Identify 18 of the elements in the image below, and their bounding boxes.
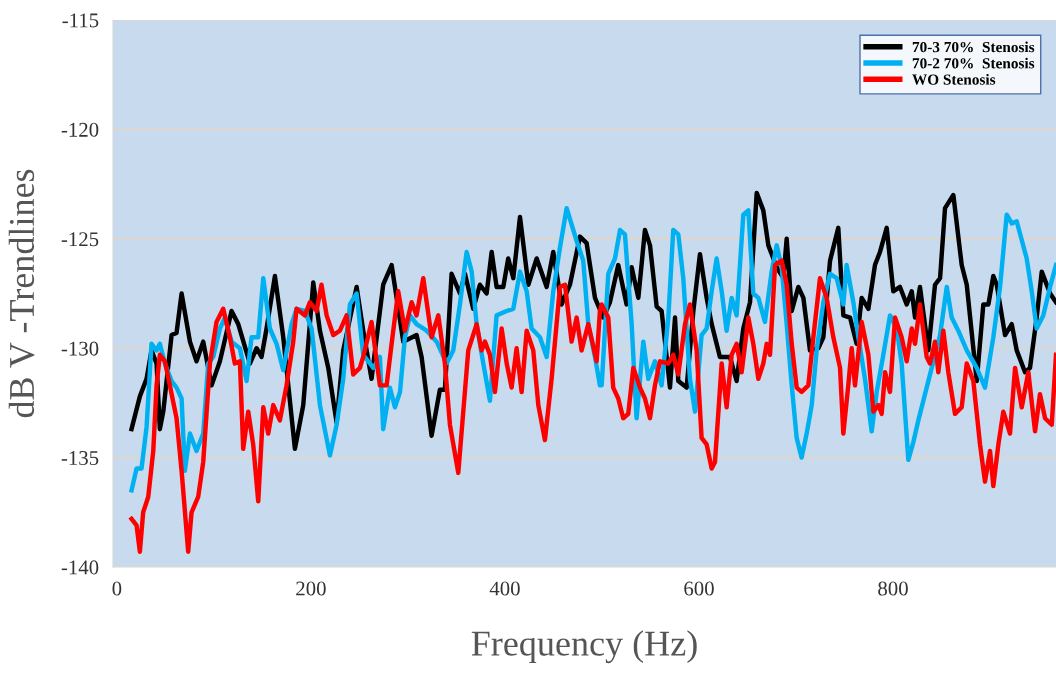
x-tick-label: 600 bbox=[684, 581, 714, 596]
y-tick-label: -115 bbox=[62, 13, 99, 28]
y-tick-label: -130 bbox=[61, 341, 99, 356]
y-axis-title: dB V -Trendlines bbox=[8, 169, 35, 418]
legend-label: 70-2 70% Stenosis bbox=[912, 57, 1035, 69]
x-tick-label: 200 bbox=[296, 581, 326, 596]
legend-label: WO Stenosis bbox=[912, 73, 996, 85]
y-tick-label: -120 bbox=[61, 122, 99, 137]
line-series bbox=[129, 258, 1056, 554]
y-tick-label: -125 bbox=[61, 232, 99, 247]
y-tick-label: -135 bbox=[61, 451, 99, 466]
legend-label: 70-3 70% Stenosis bbox=[912, 41, 1035, 53]
y-tick-label: -140 bbox=[61, 560, 99, 575]
x-tick-label: 400 bbox=[489, 581, 520, 596]
x-tick-label: 800 bbox=[878, 581, 908, 596]
x-axis-title: Frequency (Hz) bbox=[471, 630, 697, 664]
x-tick-label: 0 bbox=[112, 581, 122, 596]
line-series bbox=[129, 205, 1056, 493]
